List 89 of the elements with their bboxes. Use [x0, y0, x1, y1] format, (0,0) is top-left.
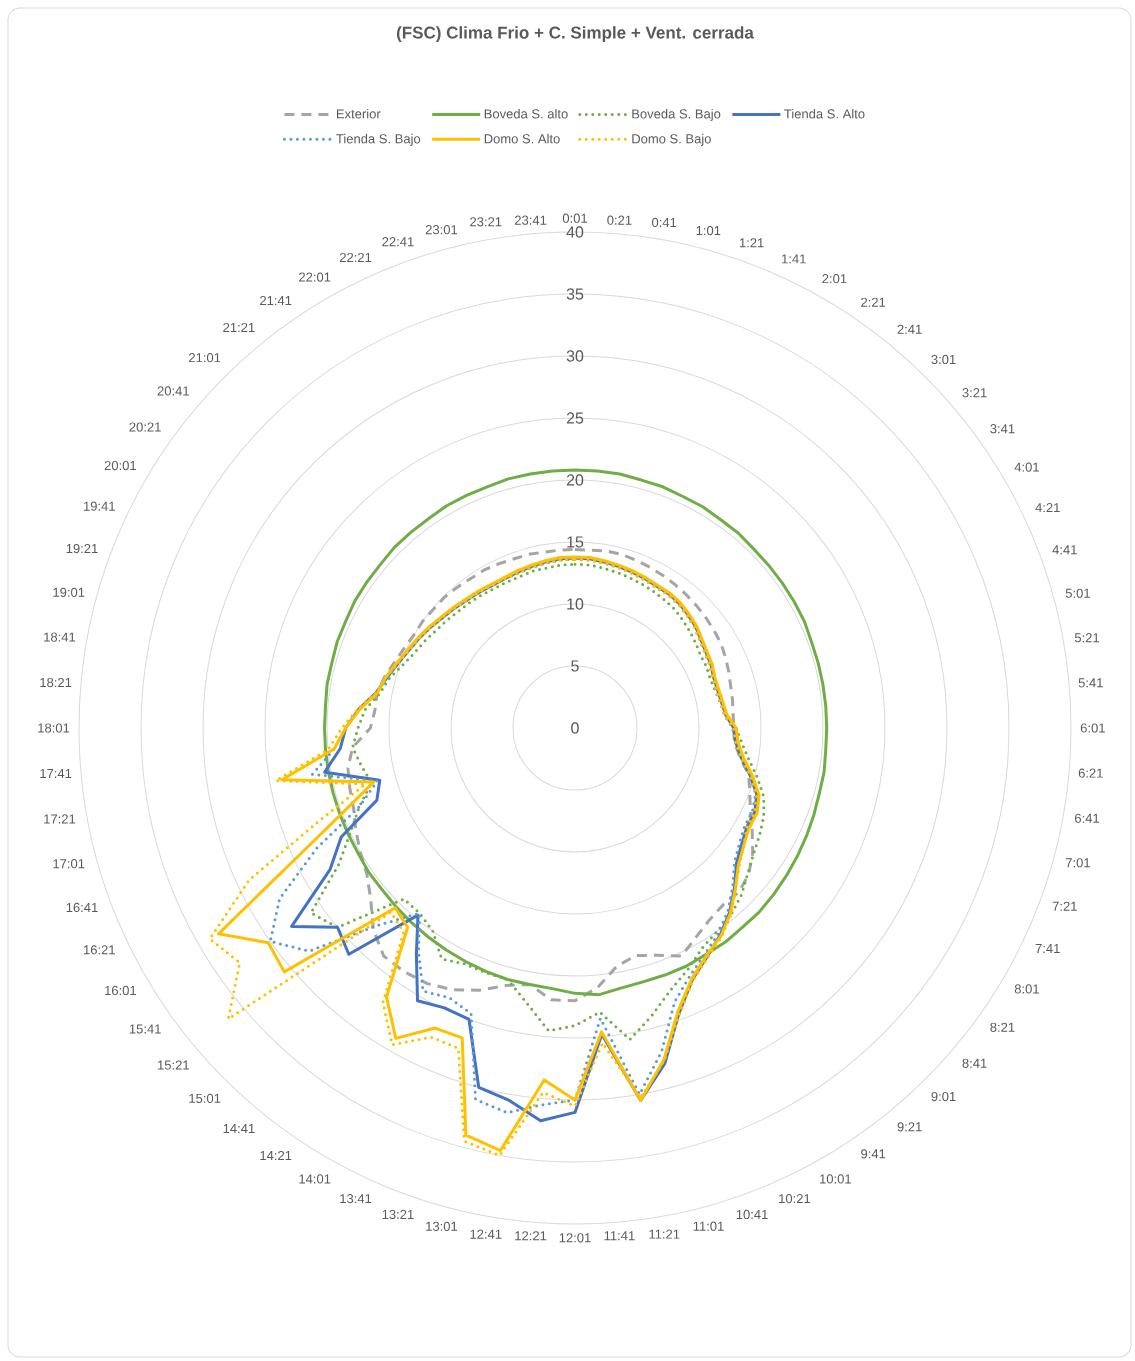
spoke-label: 22:41 [382, 237, 414, 247]
spoke-label: 4:41 [1052, 545, 1077, 555]
spoke-label: 7:21 [1052, 901, 1077, 911]
spoke-label: 20:41 [157, 386, 189, 396]
spoke-label: 10:01 [820, 1174, 851, 1184]
spoke-label: 11:41 [604, 1231, 635, 1241]
spoke-label: 17:21 [44, 814, 76, 824]
spoke-label: 13:41 [340, 1194, 372, 1204]
spoke-label: 12:21 [515, 1231, 547, 1241]
spoke-label: 2:41 [897, 324, 922, 334]
spoke-label: 7:01 [1065, 858, 1090, 868]
spoke-label: 23:01 [425, 225, 458, 235]
y-tick-label: 15 [567, 536, 584, 548]
spoke-label: 23:21 [470, 217, 502, 227]
spoke-label: 11:01 [693, 1221, 724, 1231]
spoke-label: 6:21 [1078, 768, 1103, 778]
y-tick-label: 0 [571, 722, 579, 734]
spoke-label: 22:01 [299, 272, 331, 282]
spoke-label: 23:41 [514, 215, 547, 225]
spoke-label: 6:01 [1080, 723, 1105, 733]
legend-label: Tienda S. Bajo [336, 133, 421, 146]
spoke-label: 5:41 [1078, 678, 1103, 688]
y-tick-label: 40 [566, 226, 584, 238]
spoke-label: 2:01 [822, 274, 847, 284]
legend-label: Domo S. Alto [484, 133, 560, 144]
spoke-label: 14:21 [260, 1150, 292, 1161]
spoke-label: 17:01 [53, 859, 85, 869]
spoke-label: 16:41 [66, 902, 98, 913]
spoke-label: 20:01 [104, 460, 137, 471]
spoke-label: 5:21 [1074, 633, 1100, 643]
spoke-label: 11:21 [649, 1229, 680, 1239]
legend-label: Domo S. Bajo [632, 133, 711, 146]
spoke-label: 19:41 [83, 501, 115, 511]
y-tick-label: 35 [566, 288, 584, 300]
y-tick-label: 10 [567, 598, 584, 610]
spoke-label: 4:21 [1035, 503, 1060, 513]
spoke-label: 9:41 [861, 1149, 886, 1159]
legend-label: Tienda S. Alto [784, 108, 865, 119]
spoke-label: 16:21 [83, 945, 115, 955]
spoke-label: 1:41 [782, 254, 806, 264]
spoke-label: 8:41 [962, 1058, 987, 1068]
legend-label: Boveda S. alto [484, 108, 568, 119]
spoke-label: 1:01 [696, 225, 721, 236]
spoke-label: 15:01 [189, 1093, 221, 1103]
spoke-label: 18:41 [44, 632, 76, 642]
spoke-label: 7:41 [1035, 943, 1060, 953]
spoke-label: 22:21 [339, 252, 372, 262]
spoke-label: 15:41 [129, 1024, 161, 1034]
spoke-label: 21:01 [189, 353, 221, 363]
spoke-label: 10:41 [736, 1209, 768, 1220]
legend-label: Boveda S. Bajo [632, 108, 721, 122]
y-tick-label: 30 [566, 350, 584, 362]
spoke-label: 17:41 [40, 768, 72, 778]
spoke-label: 18:21 [40, 677, 72, 688]
spoke-label: 19:21 [66, 543, 98, 554]
spoke-label: 2:21 [861, 297, 886, 307]
spoke-label: 8:01 [1014, 984, 1039, 994]
spoke-label: 1:21 [739, 238, 764, 248]
spoke-label: 0:41 [651, 217, 677, 228]
spoke-label: 13:21 [382, 1209, 414, 1220]
spoke-label: 14:41 [223, 1124, 255, 1133]
spoke-label: 3:21 [962, 388, 987, 398]
spoke-label: 15:21 [158, 1060, 189, 1070]
spoke-label: 6:41 [1075, 813, 1100, 823]
y-tick-label: 20 [566, 474, 584, 486]
spoke-label: 3:01 [931, 354, 956, 365]
spoke-label: 20:21 [129, 422, 161, 432]
spoke-label: 16:01 [105, 985, 137, 996]
spoke-label: 12:41 [470, 1229, 502, 1239]
chart-title: (FSC) Clima Frio + C. Simple + Vent. cerrada [396, 26, 754, 43]
spoke-label: 10:21 [779, 1194, 811, 1204]
spoke-label: 5:01 [1065, 588, 1090, 598]
spoke-label: 21:41 [260, 295, 292, 306]
y-tick-label: 25 [566, 412, 584, 424]
spoke-label: 9:01 [931, 1091, 956, 1102]
spoke-label: 14:01 [299, 1174, 331, 1184]
spoke-label: 4:01 [1014, 462, 1039, 472]
spoke-label: 18:01 [38, 723, 70, 733]
spoke-label: 9:21 [897, 1122, 922, 1132]
spoke-label: 12:01 [559, 1233, 591, 1243]
spoke-label: 19:01 [53, 587, 85, 597]
spoke-label: 21:21 [223, 322, 255, 332]
spoke-label: 0:21 [607, 215, 632, 225]
spoke-label: 3:41 [990, 424, 1015, 434]
spoke-label: 0:01 [562, 213, 588, 223]
y-tick-label: 5 [571, 660, 579, 672]
legend-label: Exterior [336, 108, 381, 119]
spoke-label: 13:01 [426, 1221, 458, 1231]
spoke-label: 8:21 [990, 1022, 1015, 1032]
